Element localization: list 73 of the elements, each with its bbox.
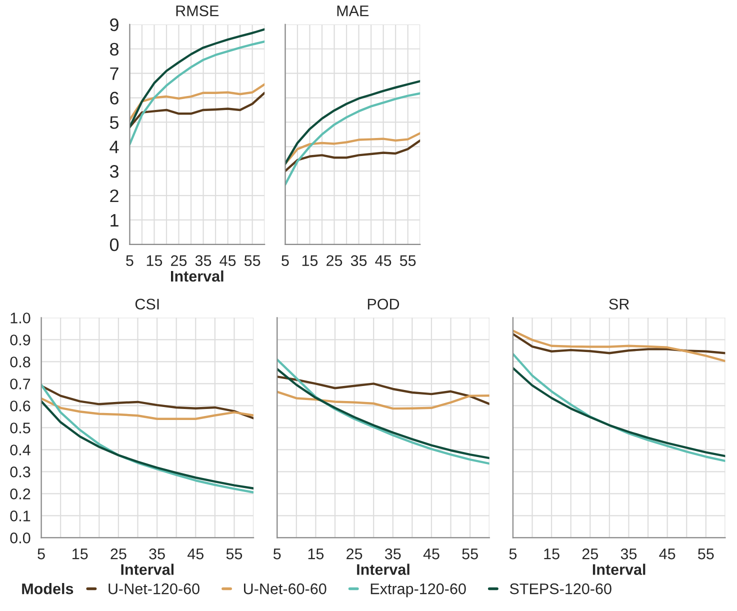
legend-label: Extrap-120-60 bbox=[370, 583, 466, 598]
x-tick-label: 55 bbox=[698, 548, 714, 560]
x-tick-label: 5 bbox=[126, 255, 134, 266]
y-tick-label: 0.6 bbox=[10, 400, 30, 412]
y-tick-label: 8 bbox=[110, 42, 119, 56]
y-tick-label: 4 bbox=[110, 140, 119, 154]
x-tick-label: 15 bbox=[544, 548, 560, 560]
chart-title: CSI bbox=[135, 298, 159, 310]
x-axis-title: Interval bbox=[592, 564, 646, 575]
line-series bbox=[130, 40, 265, 146]
y-tick-label: 6 bbox=[110, 92, 119, 104]
x-tick-label: 35 bbox=[350, 255, 367, 266]
y-tick-label: 9 bbox=[110, 18, 118, 32]
y-tick-label: 0.7 bbox=[10, 378, 30, 390]
line-series bbox=[41, 384, 254, 420]
x-axis-title: Interval bbox=[357, 564, 410, 575]
x-tick-label: 55 bbox=[244, 255, 260, 266]
y-tick-label: 3 bbox=[110, 165, 119, 178]
x-tick-label: 25 bbox=[582, 548, 598, 560]
x-tick-label: 5 bbox=[38, 548, 45, 560]
x-tick-label: 55 bbox=[226, 548, 242, 560]
x-tick-label: 5 bbox=[509, 548, 517, 560]
x-tick-label: 55 bbox=[400, 255, 416, 266]
y-tick-label: 0.1 bbox=[10, 510, 30, 522]
x-tick-label: 15 bbox=[302, 255, 318, 266]
y-tick-label: 5 bbox=[110, 116, 119, 129]
y-tick-label: 0.8 bbox=[10, 356, 30, 368]
y-tick-label: 0.0 bbox=[10, 532, 30, 544]
line-series bbox=[130, 92, 265, 128]
y-tick-label: 0.4 bbox=[10, 444, 30, 456]
y-tick-label: 2 bbox=[110, 189, 118, 202]
legend-label: U-Net-120-60 bbox=[108, 583, 200, 594]
y-tick-label: 0.2 bbox=[10, 488, 30, 500]
x-tick-label: 25 bbox=[326, 255, 342, 266]
x-tick-label: 55 bbox=[462, 548, 478, 560]
line-series bbox=[130, 28, 265, 128]
x-tick-label: 45 bbox=[187, 548, 204, 560]
x-tick-label: 35 bbox=[620, 548, 637, 560]
y-tick-label: 0.5 bbox=[10, 422, 30, 434]
y-tick-label: 1 bbox=[110, 214, 118, 226]
x-tick-label: 45 bbox=[220, 255, 236, 266]
y-tick-label: 0.9 bbox=[10, 334, 30, 346]
y-tick-label: 1.0 bbox=[10, 312, 30, 324]
chart-title: RMSE bbox=[176, 5, 219, 16]
x-tick-label: 25 bbox=[171, 255, 187, 266]
chart-title: SR bbox=[609, 298, 629, 310]
x-axis-title: Interval bbox=[171, 270, 224, 282]
y-tick-label: 7 bbox=[110, 67, 118, 80]
x-tick-label: 45 bbox=[375, 255, 392, 266]
line-series bbox=[41, 400, 254, 490]
x-tick-label: 5 bbox=[282, 255, 289, 266]
x-tick-label: 15 bbox=[72, 548, 88, 560]
x-tick-label: 5 bbox=[273, 548, 281, 560]
legend-label: STEPS-120-60 bbox=[510, 583, 612, 594]
x-tick-label: 25 bbox=[346, 548, 362, 560]
chart-title: POD bbox=[368, 298, 400, 310]
x-tick-label: 35 bbox=[384, 548, 401, 560]
x-tick-label: 45 bbox=[659, 548, 676, 560]
legend-title: Models bbox=[22, 583, 74, 594]
line-series bbox=[41, 397, 254, 420]
x-tick-label: 25 bbox=[110, 548, 126, 560]
line-series bbox=[41, 384, 254, 494]
legend-label: U-Net-60-60 bbox=[244, 583, 326, 594]
x-tick-label: 15 bbox=[146, 255, 162, 266]
x-tick-label: 45 bbox=[423, 548, 440, 560]
y-tick-label: 0 bbox=[110, 238, 119, 252]
x-axis-title: Interval bbox=[121, 564, 174, 575]
x-tick-label: 15 bbox=[308, 548, 324, 560]
y-tick-label: 0.3 bbox=[10, 466, 30, 478]
x-tick-label: 35 bbox=[149, 548, 165, 560]
x-tick-label: 35 bbox=[195, 255, 212, 266]
line-series bbox=[130, 83, 265, 121]
chart-title: MAE bbox=[337, 6, 369, 16]
